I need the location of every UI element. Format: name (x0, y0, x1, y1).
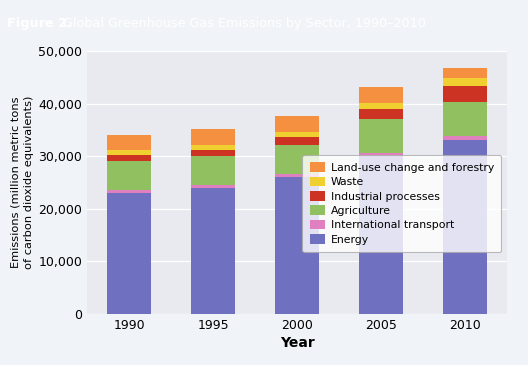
Bar (107, 193, 151, 314)
Bar (359, 119, 403, 153)
Bar (443, 68, 487, 78)
Bar (275, 174, 319, 177)
Text: Global Greenhouse Gas Emissions by Sector, 1990–2010: Global Greenhouse Gas Emissions by Secto… (55, 17, 426, 30)
Bar (443, 101, 487, 136)
Bar (107, 161, 151, 191)
Bar (359, 153, 403, 156)
Legend: Land-use change and forestry, Waste, Industrial processes, Agriculture, Internat: Land-use change and forestry, Waste, Ind… (303, 155, 502, 252)
Bar (359, 156, 403, 314)
Bar (191, 185, 235, 188)
X-axis label: Year: Year (280, 336, 314, 350)
Bar (443, 78, 487, 86)
Bar (107, 191, 151, 193)
Bar (443, 86, 487, 101)
Y-axis label: Emissions (million metric tons
of carbon dioxide equivalents): Emissions (million metric tons of carbon… (11, 96, 34, 269)
Bar (275, 116, 319, 132)
Bar (359, 87, 403, 103)
Text: Figure 2.: Figure 2. (7, 17, 72, 30)
Bar (191, 145, 235, 150)
Bar (191, 188, 235, 314)
Bar (275, 132, 319, 137)
Bar (107, 150, 151, 155)
Bar (191, 130, 235, 145)
Bar (107, 135, 151, 150)
Bar (275, 137, 319, 145)
Bar (443, 141, 487, 314)
Bar (359, 103, 403, 109)
Bar (191, 156, 235, 185)
Bar (107, 155, 151, 161)
Bar (359, 109, 403, 119)
Bar (275, 145, 319, 174)
Bar (443, 136, 487, 141)
Bar (275, 177, 319, 314)
Bar (191, 150, 235, 156)
